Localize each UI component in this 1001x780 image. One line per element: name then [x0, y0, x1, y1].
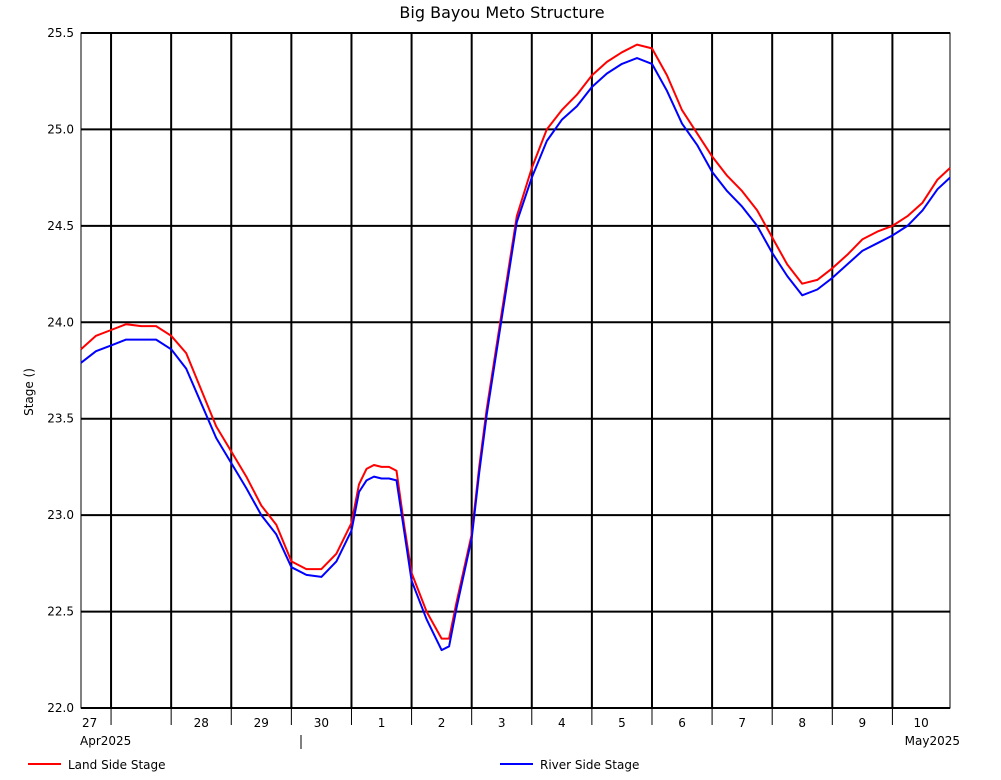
- x-tick-label-12: 9: [859, 716, 867, 730]
- month-label-apr: Apr2025: [80, 734, 131, 748]
- x-tick-label-5: 2: [438, 716, 446, 730]
- x-tick-label-3: 30: [314, 716, 329, 730]
- month-label-may: May2025: [905, 734, 960, 748]
- y-tick-label-2: 23.0: [47, 508, 74, 522]
- y-tick-label-4: 24.0: [47, 315, 74, 329]
- y-tick-label-5: 24.5: [47, 219, 74, 233]
- y-tick-label-6: 25.0: [47, 122, 74, 136]
- chart-title: Big Bayou Meto Structure: [399, 3, 604, 22]
- legend: Land Side Stage River Side Stage: [28, 758, 639, 772]
- x-tick-label-7: 4: [558, 716, 566, 730]
- y-tick-label-7: 25.5: [47, 26, 74, 40]
- x-tick-label-6: 3: [498, 716, 506, 730]
- y-tick-label-1: 22.5: [47, 605, 74, 619]
- x-tick-label-4: 1: [378, 716, 386, 730]
- grid: [80, 32, 951, 725]
- x-tick-labels: 27 28 29 30 1 2 3 4 5 6 7 8 9 10: [82, 716, 929, 730]
- series-line-1: [80, 57, 951, 652]
- x-tick-label-2: 29: [254, 716, 269, 730]
- legend-label-0: Land Side Stage: [68, 758, 166, 772]
- y-axis-label: Stage (): [22, 368, 36, 416]
- legend-label-1: River Side Stage: [540, 758, 639, 772]
- x-tick-label-0: 27: [82, 716, 97, 730]
- x-tick-label-8: 5: [618, 716, 626, 730]
- x-tick-label-1: 28: [194, 716, 209, 730]
- x-tick-label-11: 8: [798, 716, 806, 730]
- x-tick-label-10: 7: [738, 716, 746, 730]
- y-tick-label-0: 22.0: [47, 701, 74, 715]
- x-tick-label-13: 10: [914, 716, 929, 730]
- series-lines: [80, 43, 951, 652]
- y-tick-label-3: 23.5: [47, 412, 74, 426]
- plot-frame: [80, 32, 951, 709]
- y-tick-labels: 22.0 22.5 23.0 23.5 24.0 24.5 25.0 25.5: [47, 26, 74, 715]
- x-tick-label-9: 6: [678, 716, 686, 730]
